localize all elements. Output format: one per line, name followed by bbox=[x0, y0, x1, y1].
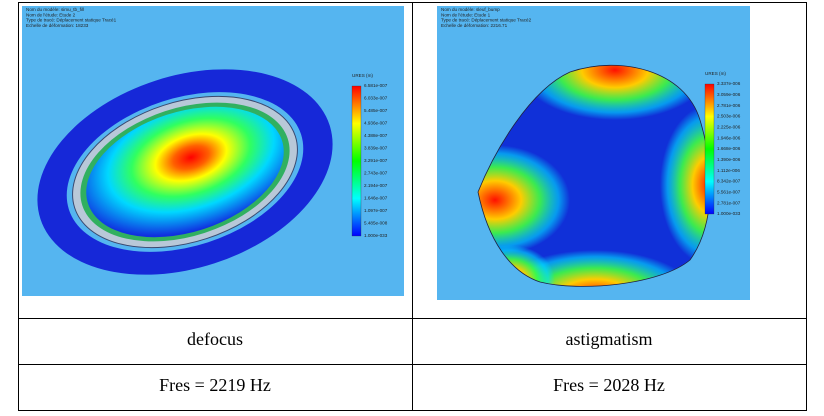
defocus-image bbox=[11, 6, 404, 310]
legend-label: 4.388e-007 bbox=[364, 133, 388, 138]
legend-label: 5.561e-007 bbox=[717, 190, 741, 195]
legend-label: 2.225e-006 bbox=[717, 125, 741, 130]
legend-label: 2.743e-007 bbox=[364, 171, 388, 176]
legend-label: 3.839e-007 bbox=[364, 146, 388, 151]
legend-label: 2.781e-007 bbox=[717, 200, 741, 205]
frequency-label: Fres = 2028 Hz bbox=[553, 375, 665, 395]
legend-label: 1.000e-033 bbox=[364, 233, 388, 238]
legend-label: 1.000e-033 bbox=[717, 211, 741, 216]
mode-label: defocus bbox=[187, 329, 243, 349]
page: {"table": { "images": [ {"header": ["Nom… bbox=[0, 0, 824, 416]
legend-label: 1.668e-006 bbox=[717, 146, 741, 151]
color-bar bbox=[352, 86, 361, 236]
legend-label: 1.097e-007 bbox=[364, 208, 388, 213]
legend-title: URES (m) bbox=[352, 73, 373, 78]
mode-label: astigmatism bbox=[566, 329, 653, 349]
legend-label: 2.194e-007 bbox=[364, 183, 388, 188]
legend-label: 5.485e-008 bbox=[364, 221, 388, 226]
legend-label: 1.112e-006 bbox=[717, 168, 740, 173]
results-table: defocus astigmatism Fres = 2219 Hz Fres … bbox=[0, 0, 824, 416]
legend-label: 1.946e-006 bbox=[717, 135, 741, 140]
legend-label: 3.291e-007 bbox=[364, 158, 388, 163]
legend-label: 2.781e-006 bbox=[717, 103, 741, 108]
legend-label: 3.059e-006 bbox=[717, 92, 741, 97]
legend-label: 8.342e-007 bbox=[717, 179, 741, 184]
legend-label: 6.581e-007 bbox=[364, 83, 388, 88]
legend-label: 4.936e-007 bbox=[364, 121, 388, 126]
legend-label: 1.646e-007 bbox=[364, 196, 388, 201]
color-bar bbox=[705, 84, 714, 214]
legend-label: 2.503e-006 bbox=[717, 114, 741, 119]
frequency-label: Fres = 2219 Hz bbox=[159, 375, 271, 395]
legend-label: 6.033e-007 bbox=[364, 96, 388, 101]
image-header: Echelle de déformation: 18233 bbox=[26, 23, 89, 28]
image-header: Echelle de déformation: 2216.71 bbox=[441, 23, 508, 28]
legend-label: 1.390e-006 bbox=[717, 157, 741, 162]
legend-label: 5.485e-007 bbox=[364, 108, 388, 113]
legend-label: 3.337e-006 bbox=[717, 81, 741, 86]
legend-title: URES (m) bbox=[705, 71, 726, 76]
